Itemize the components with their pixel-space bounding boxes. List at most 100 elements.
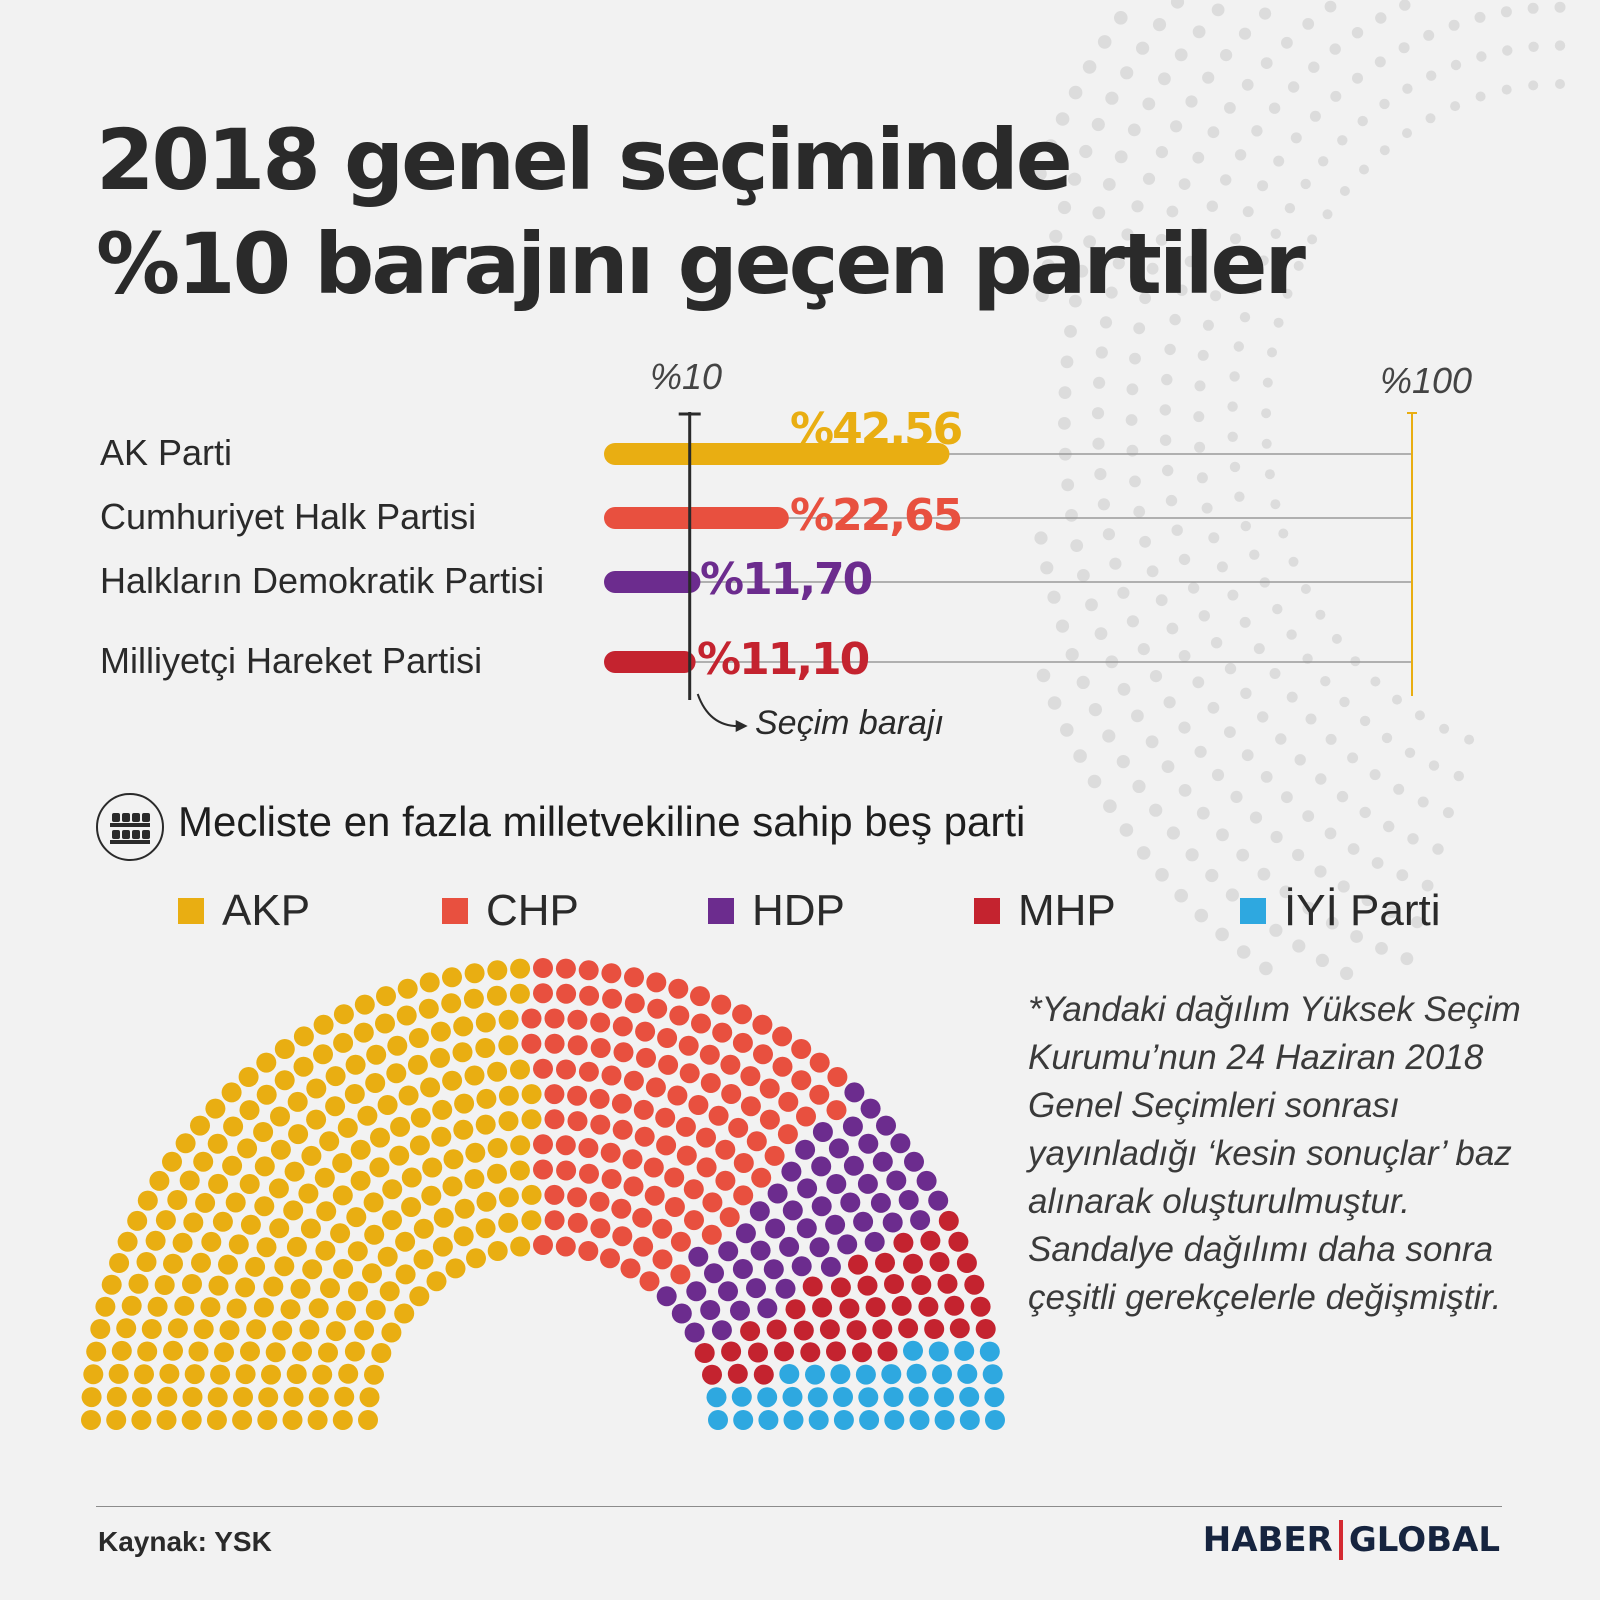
seat-mhp xyxy=(891,1295,912,1316)
background-dot xyxy=(1253,643,1265,655)
seat-akp xyxy=(239,1174,260,1194)
seat-chp xyxy=(624,967,644,988)
background-dot xyxy=(1163,696,1176,709)
background-dot xyxy=(1350,656,1361,667)
seat-akp xyxy=(369,1157,390,1178)
background-dot xyxy=(1318,156,1329,167)
seat-akp xyxy=(401,1167,422,1188)
seat-chp xyxy=(639,1271,660,1292)
background-dot xyxy=(1162,464,1174,477)
background-dot xyxy=(1359,164,1369,175)
seat-akp xyxy=(223,1116,244,1137)
seat-akp xyxy=(333,1259,354,1279)
seat-chp xyxy=(791,1070,812,1091)
seat-chp xyxy=(728,1117,749,1138)
seat-chp xyxy=(633,1236,654,1257)
background-dot xyxy=(1164,343,1176,356)
seat-mhp xyxy=(975,1319,996,1339)
seat-iyiparti xyxy=(982,1364,1003,1385)
seat-hdp xyxy=(781,1161,802,1182)
background-dot xyxy=(1178,721,1191,734)
seat-iyiparti xyxy=(932,1364,952,1385)
seat-akp xyxy=(190,1115,210,1136)
seat-chp xyxy=(521,1008,542,1029)
seat-hdp xyxy=(864,1231,885,1252)
seat-chp xyxy=(645,1077,666,1098)
seat-chp xyxy=(590,1114,611,1135)
seat-akp xyxy=(401,1197,422,1217)
seat-akp xyxy=(333,1004,354,1025)
seat-akp xyxy=(377,1246,398,1267)
seat-akp xyxy=(420,1077,441,1098)
legend-swatch-mhp xyxy=(974,898,1000,924)
background-dot xyxy=(1224,726,1236,738)
background-dot xyxy=(1383,820,1395,833)
seat-akp xyxy=(410,1107,431,1128)
background-dot xyxy=(1227,401,1238,412)
seat-chp xyxy=(751,1167,772,1188)
seat-hdp xyxy=(671,1303,692,1324)
background-dot xyxy=(1058,417,1071,430)
seat-hdp xyxy=(750,1240,771,1261)
footer-divider xyxy=(96,1506,1502,1507)
seat-akp xyxy=(182,1387,203,1407)
seat-chp xyxy=(624,993,645,1014)
background-dot xyxy=(1105,91,1119,105)
seat-chp xyxy=(732,1032,753,1053)
seat-chp xyxy=(690,986,710,1007)
seat-akp xyxy=(117,1231,138,1252)
seat-hdp xyxy=(910,1210,931,1231)
seat-hdp xyxy=(837,1234,858,1255)
seat-chp xyxy=(656,1135,677,1156)
background-dot xyxy=(1286,629,1297,640)
seat-hdp xyxy=(904,1151,924,1172)
seat-akp xyxy=(237,1138,258,1159)
seat-chp xyxy=(678,1035,699,1056)
seat-akp xyxy=(195,1192,216,1213)
seat-chp xyxy=(796,1106,816,1127)
seat-chp xyxy=(772,1026,793,1047)
seat-mhp xyxy=(740,1321,761,1342)
seat-akp xyxy=(487,1138,508,1158)
seat-akp xyxy=(334,1386,355,1407)
seat-akp xyxy=(350,1139,371,1160)
seat-akp xyxy=(353,1022,374,1043)
background-dot xyxy=(1210,637,1223,649)
seat-mhp xyxy=(857,1275,878,1296)
seat-mhp xyxy=(948,1231,969,1252)
background-dot xyxy=(1068,85,1083,100)
background-dot xyxy=(1288,556,1299,567)
background-dot xyxy=(1099,316,1113,329)
background-dot xyxy=(1270,499,1281,510)
background-dot xyxy=(1220,174,1232,186)
seat-chp xyxy=(611,1198,632,1219)
seat-akp xyxy=(358,1410,378,1430)
background-dot xyxy=(1270,830,1283,844)
background-dot xyxy=(1261,438,1272,449)
background-dot xyxy=(1475,91,1486,102)
background-dot xyxy=(1161,760,1175,773)
background-dot xyxy=(1095,346,1108,359)
seat-iyiparti xyxy=(833,1410,854,1430)
seat-mhp xyxy=(924,1319,945,1339)
seat-chp xyxy=(691,1013,711,1034)
seat-akp xyxy=(419,972,440,993)
seat-chp xyxy=(643,1157,664,1178)
seat-chp xyxy=(623,1070,644,1091)
background-dot xyxy=(1279,885,1293,899)
background-dot xyxy=(1049,229,1063,243)
background-dot xyxy=(1155,594,1168,607)
seat-chp xyxy=(668,978,689,999)
seat-chp xyxy=(711,994,732,1015)
seat-akp xyxy=(145,1230,166,1251)
legend-label-chp: CHP xyxy=(486,886,579,935)
seat-iyiparti xyxy=(959,1410,980,1430)
seat-iyiparti xyxy=(884,1410,905,1430)
background-dot xyxy=(1339,186,1350,196)
seat-akp xyxy=(221,1082,242,1103)
seat-hdp xyxy=(820,1256,841,1277)
seat-chp xyxy=(590,1038,611,1058)
seat-chp xyxy=(657,1028,678,1048)
background-dot xyxy=(1044,139,1058,153)
